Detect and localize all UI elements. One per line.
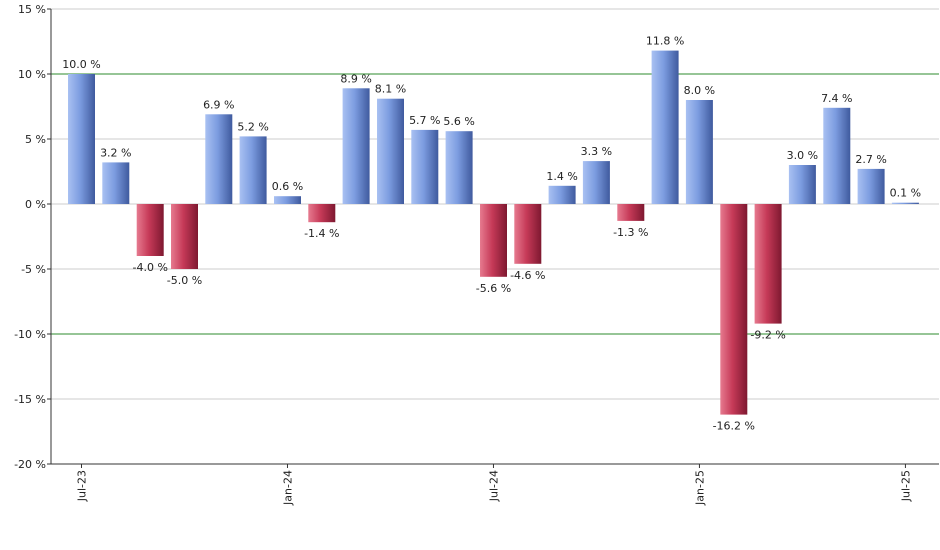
bar bbox=[480, 204, 507, 277]
data-label: 2.7 % bbox=[855, 153, 886, 166]
bar bbox=[823, 107, 851, 204]
data-label: 6.9 % bbox=[203, 98, 234, 111]
data-label: -16.2 % bbox=[713, 420, 755, 433]
bar bbox=[548, 185, 576, 204]
labels-layer: 10.0 % 3.2 % -4.0 %-5.0 % 6.9 %5.2 % 0.6 % -1… bbox=[62, 35, 921, 433]
bar bbox=[68, 74, 95, 204]
x-tick-label: Jul-23 bbox=[76, 470, 89, 502]
bar bbox=[685, 100, 713, 204]
data-label: 7.4 % bbox=[821, 92, 852, 105]
y-tick-label: 5 % bbox=[25, 133, 46, 146]
data-label: -1.3 % bbox=[613, 226, 648, 239]
bar bbox=[377, 98, 404, 204]
data-label: 11.8 % bbox=[646, 35, 684, 48]
bar bbox=[171, 204, 198, 269]
bars-layer bbox=[68, 50, 919, 415]
data-label: 5.6 % bbox=[443, 115, 474, 128]
bar bbox=[651, 50, 679, 204]
axis-layer: 15 % 10 % 5 % 0 % -5 % -10 % -15 % -20 % Jul-23 J… bbox=[14, 3, 939, 506]
data-label: 8.9 % bbox=[340, 72, 371, 85]
data-label: 3.3 % bbox=[581, 145, 612, 158]
y-tick-label: -10 % bbox=[14, 328, 46, 341]
data-label: -1.4 % bbox=[304, 227, 339, 240]
data-label: 3.2 % bbox=[100, 146, 131, 159]
data-label: 10.0 % bbox=[62, 58, 100, 71]
data-label: 5.7 % bbox=[409, 114, 440, 127]
data-label: 0.6 % bbox=[272, 180, 303, 193]
y-tick-label: -20 % bbox=[14, 458, 46, 471]
bar bbox=[205, 114, 233, 204]
y-tick-label: 0 % bbox=[25, 198, 46, 211]
data-label: 1.4 % bbox=[546, 170, 577, 183]
data-label: -5.6 % bbox=[476, 282, 511, 295]
bar bbox=[857, 168, 885, 204]
x-tick-label: Jul-24 bbox=[488, 470, 501, 502]
data-label: 8.0 % bbox=[684, 84, 715, 97]
bar bbox=[754, 204, 782, 324]
y-tick-label: 15 % bbox=[18, 3, 46, 16]
data-label: 5.2 % bbox=[237, 120, 268, 133]
bar bbox=[136, 204, 164, 256]
bar bbox=[274, 196, 301, 204]
data-label: -4.0 % bbox=[132, 261, 167, 274]
bar bbox=[891, 202, 919, 204]
bar bbox=[788, 165, 816, 204]
data-label: 8.1 % bbox=[375, 83, 406, 96]
data-label: 0.1 % bbox=[890, 187, 921, 200]
y-tick-label: -15 % bbox=[14, 393, 46, 406]
bar bbox=[411, 129, 439, 204]
bar bbox=[617, 204, 645, 221]
bar bbox=[514, 204, 542, 264]
data-label: -4.6 % bbox=[510, 269, 545, 282]
x-tick-label: Jul-25 bbox=[899, 470, 912, 502]
bar bbox=[308, 204, 336, 223]
bar bbox=[239, 136, 267, 204]
data-label: -5.0 % bbox=[167, 274, 202, 287]
x-tick-label: Jan-25 bbox=[693, 470, 706, 506]
data-label: -9.2 % bbox=[750, 329, 785, 342]
bar bbox=[342, 88, 370, 204]
y-tick-label: 10 % bbox=[18, 68, 46, 81]
data-label: 3.0 % bbox=[787, 149, 818, 162]
x-tick-label: Jan-24 bbox=[282, 470, 295, 506]
y-tick-label: -5 % bbox=[21, 263, 46, 276]
bar bbox=[445, 131, 473, 204]
bar bbox=[582, 161, 610, 204]
bar bbox=[102, 162, 130, 204]
bar bbox=[720, 204, 748, 415]
